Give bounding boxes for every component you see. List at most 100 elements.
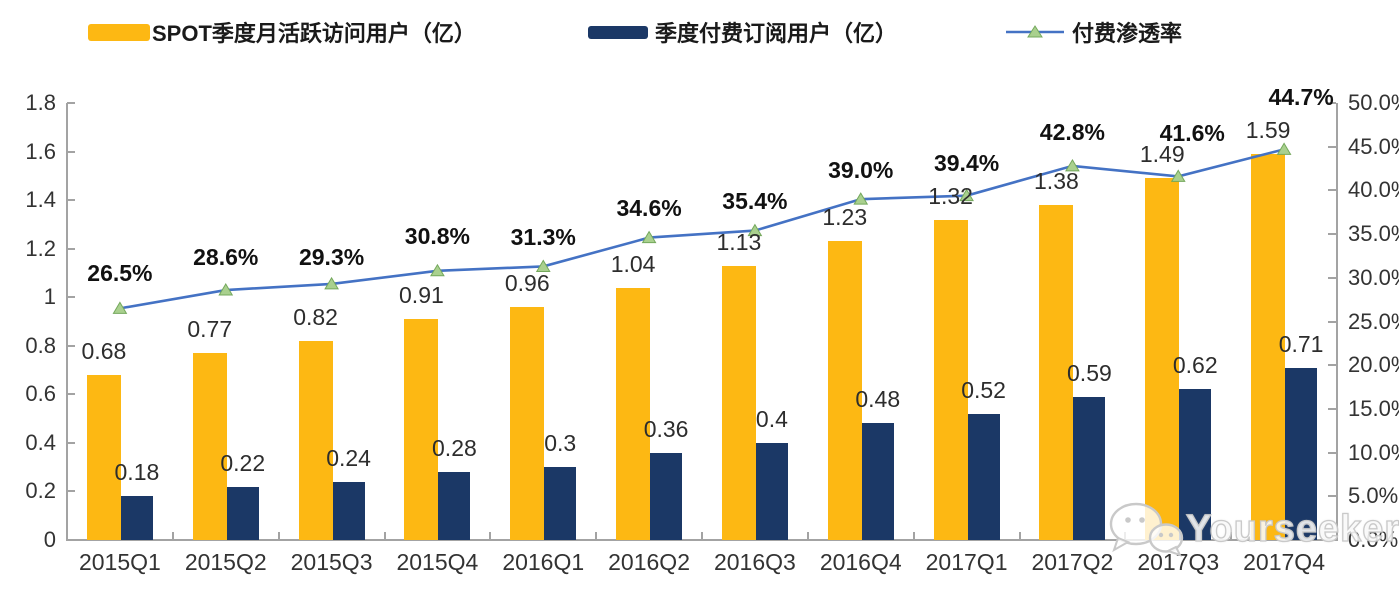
mau-value-label: 1.32 (928, 182, 973, 209)
y-axis-left-tick-label: 0 (43, 527, 56, 552)
y-axis-left-tick (67, 247, 75, 250)
subs-value-label: 0.71 (1278, 330, 1324, 357)
subs-bar-2015Q3 (332, 481, 365, 540)
y-axis-left-tick-label: 0.6 (25, 381, 56, 407)
mau-value-label: 1.04 (610, 250, 656, 277)
y-axis-left-tick (67, 296, 75, 299)
y-axis-right-tick-label: 15.0% (1348, 395, 1399, 421)
x-axis-tick (277, 532, 280, 539)
subs-value-label: 0.59 (1067, 359, 1112, 386)
mau-value-label: 0.77 (187, 316, 233, 343)
penetration-label: 41.6% (1159, 120, 1225, 147)
x-axis-tick (806, 532, 809, 539)
y-axis-left-tick-label: 0.4 (25, 429, 56, 455)
y-axis-right-tick-label: 10.0% (1348, 439, 1399, 465)
y-axis-right-tick (1328, 233, 1336, 236)
watermark-text: Yourseeker (1185, 507, 1399, 550)
x-axis-tick (489, 532, 492, 539)
y-axis-right-tick (1328, 102, 1336, 104)
mau-bar-2016Q2 (616, 287, 651, 540)
y-axis-right-tick-label: 25.0% (1348, 308, 1399, 334)
y-axis-right-tick (1328, 539, 1336, 541)
y-axis-left-tick (67, 199, 75, 202)
penetration-marker (430, 263, 445, 277)
y-axis-left-tick-label: 1.6 (25, 138, 56, 164)
y-axis-right-tick (1328, 276, 1336, 279)
mau-value-label: 0.91 (399, 282, 444, 309)
penetration-label: 42.8% (1039, 118, 1106, 145)
x-axis-tick (171, 532, 174, 539)
legend-item-mau: SPOT季度月活跃访问用户（亿） (88, 18, 476, 46)
subs-value-label: 0.36 (643, 415, 689, 442)
x-axis-label: 2016Q4 (819, 549, 902, 575)
wechat-icon (1109, 502, 1184, 557)
y-axis-right-line (1336, 103, 1338, 540)
watermark: Yourseeker (1104, 500, 1399, 558)
subs-value-label: 0.62 (1172, 352, 1218, 379)
x-axis-tick (1018, 532, 1021, 539)
penetration-label: 39.4% (933, 149, 1000, 176)
y-axis-left-tick (67, 490, 75, 493)
subs-bar-2016Q4 (861, 423, 894, 540)
subs-value-label: 0.48 (855, 386, 901, 413)
x-axis-label: 2017Q2 (1031, 549, 1114, 575)
legend-item-penetration: 付费渗透率 (1006, 18, 1182, 46)
mau-value-label: 1.59 (1245, 116, 1291, 143)
y-axis-right-tick (1328, 145, 1336, 148)
subs-bar-2016Q1 (544, 467, 577, 540)
y-axis-right-tick-label: 20.0% (1348, 352, 1399, 378)
subs-bar-2015Q1 (120, 496, 153, 540)
x-axis-label: 2015Q3 (290, 549, 373, 575)
legend-item-subs: 季度付费订阅用户（亿） (588, 18, 897, 46)
x-axis-line (66, 539, 1338, 541)
y-axis-right-tick-label: 45.0% (1348, 133, 1399, 159)
mau-value-label: 0.68 (81, 337, 127, 364)
x-axis-tick (595, 532, 598, 539)
subs-value-label: 0.18 (114, 459, 160, 486)
x-axis-label: 2015Q1 (78, 549, 161, 575)
x-axis-tick (1230, 532, 1233, 539)
mau-swatch (88, 23, 150, 41)
y-axis-left-tick-label: 1.4 (25, 187, 56, 213)
y-axis-right-tick (1328, 320, 1336, 323)
subs-bar-2015Q2 (226, 486, 259, 540)
y-axis-right-tick-label: 50.0% (1348, 90, 1399, 115)
mau-value-label: 0.96 (504, 269, 550, 296)
y-axis-left-tick (67, 539, 75, 541)
y-axis-right-tick (1328, 451, 1336, 454)
penetration-marker (112, 301, 128, 314)
penetration-label: 44.7% (1268, 84, 1334, 111)
y-axis-right-tick (1328, 189, 1336, 192)
y-axis-left-tick-label: 1.2 (25, 235, 56, 261)
subs-bar-2017Q2 (1073, 396, 1106, 540)
y-axis-right-tick (1328, 407, 1336, 410)
y-axis-left-tick (67, 102, 75, 104)
x-axis-tick (912, 532, 915, 539)
y-axis-left-tick (67, 441, 75, 444)
subs-bar-2015Q4 (438, 472, 471, 540)
legend-label-subs: 季度付费订阅用户（亿） (655, 21, 898, 46)
subs-bar-2017Q1 (967, 413, 1000, 540)
x-axis-label: 2016Q3 (713, 549, 796, 575)
y-axis-left-tick-label: 1.8 (25, 90, 56, 115)
y-axis-left-tick-label: 1 (43, 284, 56, 310)
x-axis-label: 2015Q2 (184, 549, 267, 575)
y-axis-left-tick-label: 0.2 (25, 478, 56, 504)
subs-value-label: 0.28 (432, 435, 477, 462)
y-axis-left-tick-label: 0.8 (25, 332, 56, 358)
legend-label-mau: SPOT季度月活跃访问用户（亿） (152, 21, 476, 46)
mau-value-label: 0.82 (293, 303, 338, 330)
y-axis-right-tick-label: 35.0% (1348, 221, 1399, 247)
y-axis-left-tick (67, 344, 75, 347)
mau-bar-2015Q3 (298, 340, 333, 540)
subs-value-label: 0.3 (544, 430, 577, 457)
legend-label-penetration: 付费渗透率 (1072, 21, 1183, 46)
x-axis-label: 2017Q4 (1243, 549, 1325, 575)
y-axis-left-line (66, 103, 68, 540)
y-axis-right-tick-label: 0.0% (1348, 527, 1399, 552)
subs-swatch (588, 25, 648, 39)
penetration-label: 31.3% (510, 224, 576, 251)
y-axis-right-tick-label: 5.0% (1348, 483, 1399, 509)
x-axis-tick (701, 532, 703, 539)
